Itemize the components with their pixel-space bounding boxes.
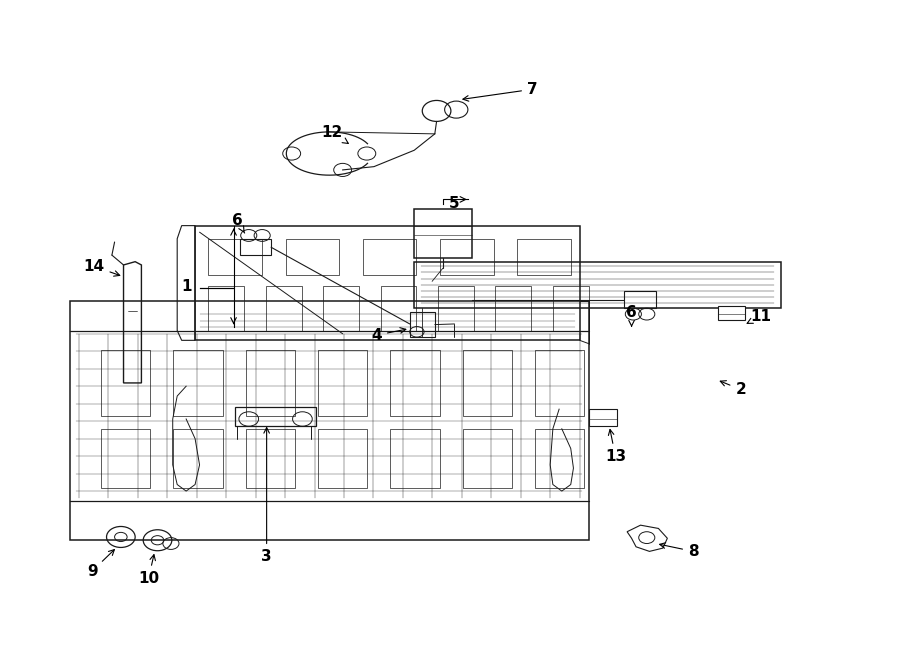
Text: 7: 7 [463, 82, 537, 101]
Bar [285, 239, 339, 275]
Bar [553, 286, 589, 330]
Bar [246, 350, 295, 416]
Bar [363, 239, 417, 275]
Text: 12: 12 [321, 125, 348, 143]
Bar [535, 429, 584, 488]
Text: 4: 4 [372, 328, 406, 342]
Text: 6: 6 [231, 213, 245, 233]
Bar [463, 350, 512, 416]
Bar [391, 429, 439, 488]
Bar [323, 286, 359, 330]
Bar [209, 286, 244, 330]
Bar [174, 429, 222, 488]
Text: 9: 9 [87, 549, 114, 578]
Text: 11: 11 [747, 309, 772, 324]
Bar [440, 239, 493, 275]
Bar [318, 350, 367, 416]
Bar [101, 429, 150, 488]
Bar [718, 305, 745, 320]
Text: 2: 2 [720, 381, 746, 397]
Text: 3: 3 [261, 428, 272, 564]
Bar [246, 429, 295, 488]
Text: 5: 5 [449, 196, 460, 212]
Bar [266, 286, 302, 330]
Text: 8: 8 [660, 543, 698, 559]
Bar [318, 429, 367, 488]
Text: 13: 13 [605, 430, 626, 464]
Text: 1: 1 [181, 279, 192, 294]
Bar [518, 239, 571, 275]
Bar [209, 239, 262, 275]
Bar [391, 350, 439, 416]
Bar [625, 292, 656, 307]
Bar [410, 312, 435, 337]
Bar [101, 350, 150, 416]
Bar [239, 239, 271, 255]
Bar [414, 210, 472, 258]
Bar [496, 286, 531, 330]
Bar [174, 350, 222, 416]
Bar [463, 429, 512, 488]
Text: 10: 10 [138, 555, 159, 586]
Bar [381, 286, 417, 330]
Text: 14: 14 [84, 258, 120, 276]
Bar [535, 350, 584, 416]
Bar [589, 409, 617, 426]
Bar [438, 286, 474, 330]
Text: 6: 6 [626, 305, 637, 327]
Bar [235, 407, 316, 426]
